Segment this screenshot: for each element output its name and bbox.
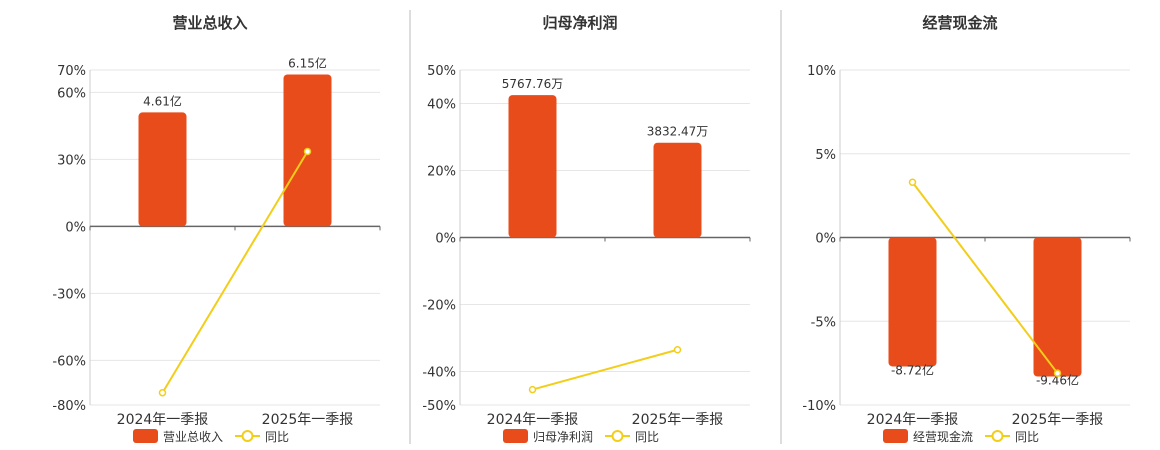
yoy-point: [528, 385, 537, 394]
bar-data-label: -8.72亿: [891, 362, 934, 377]
y-tick-label: 70%: [57, 64, 86, 79]
legend-line-marker: [611, 430, 624, 442]
y-tick-label: 0%: [435, 232, 456, 247]
chart-title: 归母净利润: [542, 14, 617, 32]
bar-data-label: 5767.76万: [502, 77, 564, 91]
y-tick-label: 5%: [815, 148, 836, 163]
bar: [888, 237, 937, 367]
y-tick-label: 10%: [807, 64, 836, 79]
legend-bar-label: 营业总收入: [163, 430, 223, 444]
y-tick-label: -10%: [802, 399, 836, 414]
bar-data-label: 6.15亿: [288, 55, 327, 70]
bar-data-label: -9.46亿: [1036, 373, 1079, 388]
legend-bar-label: 归母净利润: [533, 430, 593, 444]
y-tick-label: -60%: [52, 354, 86, 369]
legend-line-marker: [241, 430, 254, 442]
x-category-label: 2024年一季报: [487, 412, 579, 428]
x-category-label: 2025年一季报: [262, 412, 354, 428]
bar-data-label: 3832.47万: [647, 125, 709, 139]
y-tick-label: -80%: [52, 399, 86, 414]
x-category-label: 2025年一季报: [1012, 412, 1104, 428]
legend-line-label: 同比: [1015, 430, 1039, 444]
legend-bar-swatch: [503, 429, 528, 443]
y-tick-label: 40%: [427, 98, 456, 113]
bar: [138, 112, 187, 227]
chart-title: 经营现金流: [922, 14, 997, 32]
bar-data-label: 4.61亿: [143, 93, 182, 108]
x-category-label: 2024年一季报: [867, 412, 959, 428]
legend-line-label: 同比: [635, 430, 659, 444]
yoy-point: [158, 388, 167, 397]
bar: [1033, 237, 1082, 377]
y-tick-label: 50%: [427, 64, 456, 79]
y-tick-label: -5%: [811, 315, 836, 330]
bar: [653, 142, 702, 238]
legend-line-label: 同比: [265, 430, 289, 444]
y-tick-label: -20%: [422, 299, 456, 314]
legend-bar-swatch: [133, 429, 158, 443]
legend-bar-swatch: [883, 429, 908, 443]
x-category-label: 2024年一季报: [117, 412, 209, 428]
y-tick-label: -40%: [422, 366, 456, 381]
chart-title: 营业总收入: [172, 14, 247, 32]
yoy-line: [911, 181, 1059, 374]
y-tick-label: -50%: [422, 399, 456, 414]
y-tick-label: 0%: [65, 220, 86, 235]
yoy-line: [161, 151, 309, 394]
yoy-point: [908, 178, 917, 186]
yoy-point: [303, 147, 312, 156]
x-category-label: 2025年一季报: [632, 412, 724, 428]
legend-line-marker: [991, 430, 1004, 442]
yoy-point: [1053, 369, 1062, 377]
y-tick-label: -30%: [52, 287, 86, 302]
y-tick-label: 0%: [815, 232, 836, 247]
y-tick-label: 20%: [427, 165, 456, 180]
legend-bar-label: 经营现金流: [913, 429, 973, 444]
bar: [508, 95, 557, 238]
yoy-point: [673, 345, 682, 354]
yoy-line: [532, 348, 678, 391]
y-tick-label: 60%: [57, 86, 86, 101]
y-tick-label: 30%: [57, 153, 86, 168]
